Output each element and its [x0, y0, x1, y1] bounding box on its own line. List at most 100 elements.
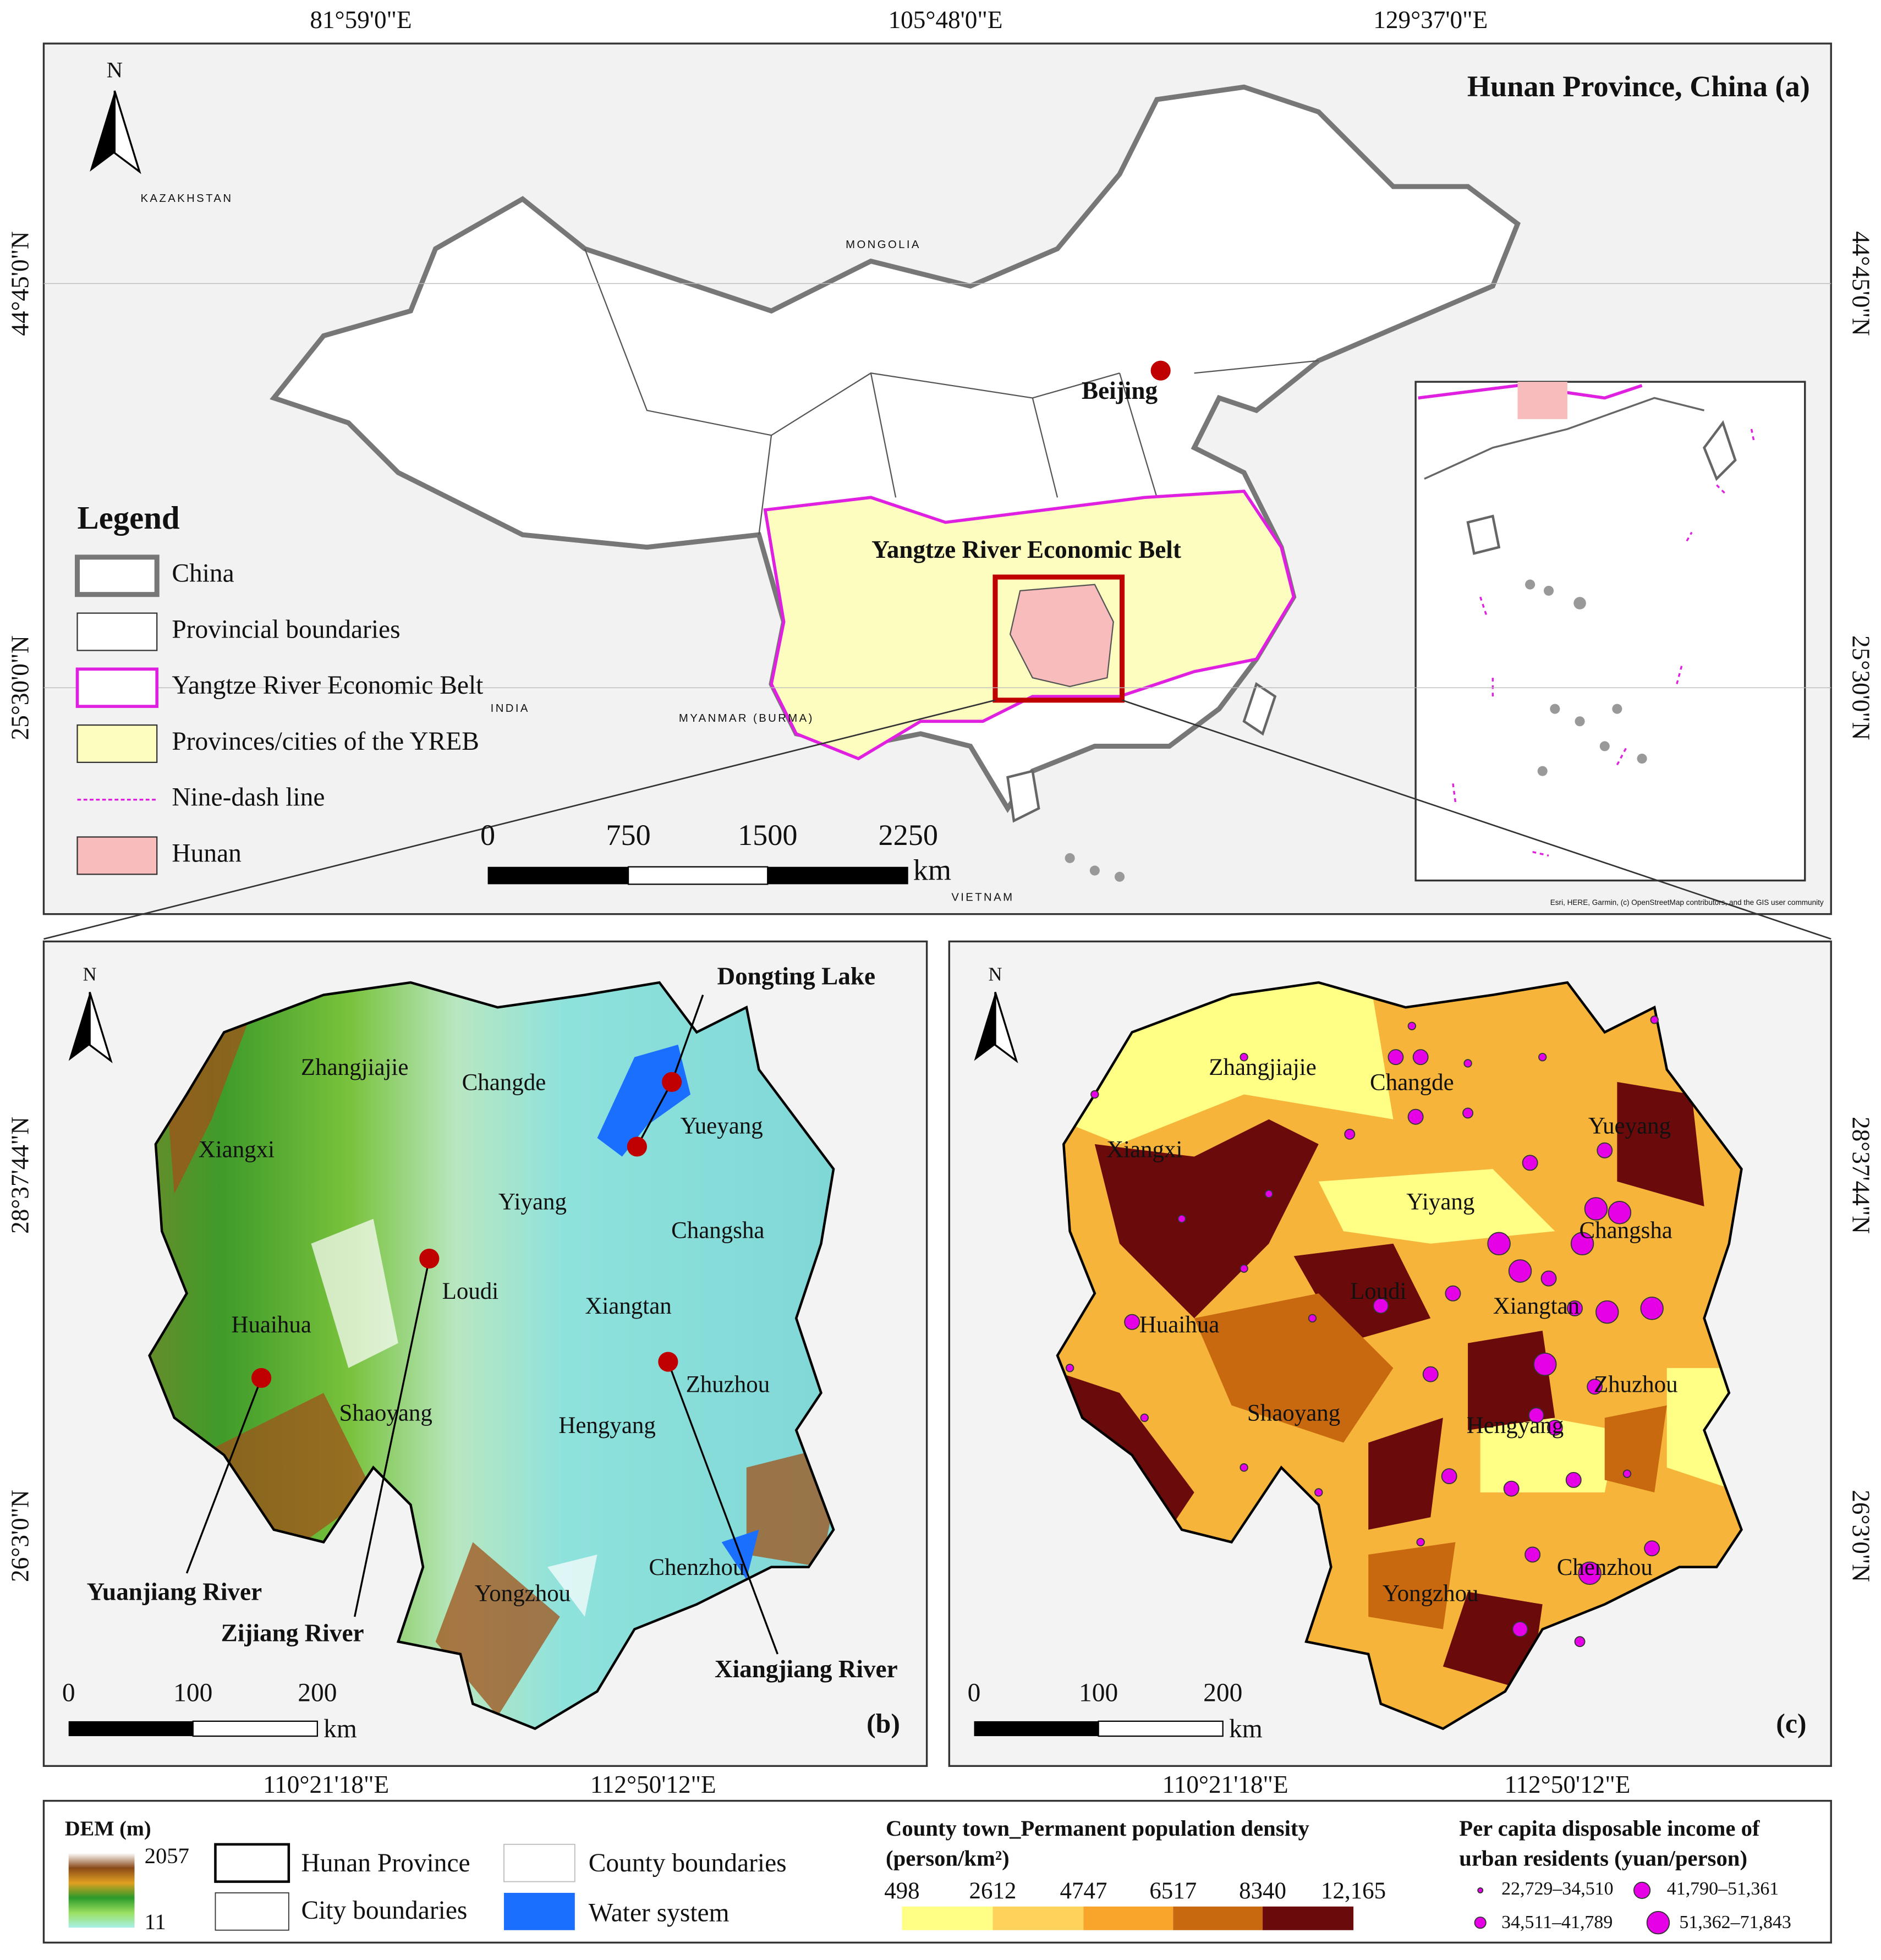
city-label: Xiangxi	[199, 1137, 275, 1162]
scale-segment	[192, 1720, 318, 1737]
north-b-arrow	[68, 992, 90, 1061]
basemap-label: KAZAKHSTAN	[140, 193, 233, 205]
basemap-label: MONGOLIA	[846, 239, 921, 251]
basemap-label: INDIA	[491, 702, 530, 715]
city-label: Huaihua	[231, 1312, 311, 1338]
city-label: Zhangjiajie	[301, 1055, 409, 1080]
north-c-label: N	[988, 964, 1002, 985]
income-symbol	[1597, 1142, 1613, 1159]
income-symbol	[1445, 1285, 1461, 1302]
income-symbol	[1570, 1232, 1594, 1256]
legend-break: 4747	[1060, 1878, 1107, 1904]
water-swatch	[503, 1892, 575, 1930]
income-symbol	[1240, 1463, 1248, 1472]
legend-title: Legend	[78, 500, 180, 536]
basemap-label: MYANMAR (BURMA)	[679, 712, 814, 724]
city-label: Chenzhou	[1557, 1555, 1653, 1580]
scale-label: 100	[173, 1678, 212, 1707]
legend-title: urban residents (yuan/person)	[1459, 1846, 1747, 1870]
city-boundary-swatch	[215, 1892, 289, 1931]
city-label: Shaoyang	[1247, 1401, 1340, 1426]
hunan-boundary-swatch	[214, 1843, 290, 1883]
income-symbol	[1522, 1155, 1538, 1171]
islands	[1065, 579, 1647, 882]
scale-label: 1500	[738, 819, 797, 852]
legend-item: 51,362–71,843	[1679, 1912, 1791, 1932]
income-symbol	[1407, 1022, 1417, 1030]
scale-label: 0	[62, 1678, 75, 1707]
legend-item: Water system	[589, 1899, 730, 1928]
scale-segment	[627, 866, 769, 885]
connector-line	[1122, 699, 1831, 940]
income-symbol	[1090, 1090, 1099, 1099]
scale-unit: km	[323, 1715, 357, 1743]
legend-break: 8340	[1239, 1878, 1286, 1904]
scale-segment	[767, 866, 908, 885]
city-label: Loudi	[1350, 1278, 1407, 1304]
latitude-label: 26°3'0"N	[6, 1490, 34, 1582]
income-symbol	[1388, 1049, 1404, 1066]
city-label: Yueyang	[680, 1113, 763, 1139]
belt-label: Yangtze River Economic Belt	[871, 536, 1181, 563]
legend-item: 34,511–41,789	[1501, 1912, 1613, 1932]
scale-unit: km	[913, 854, 951, 887]
north-a-label: N	[107, 57, 123, 82]
income-symbol	[1124, 1314, 1140, 1330]
legend-title: County town_Permanent population density	[886, 1816, 1309, 1841]
city-label: Zhuzhou	[686, 1372, 770, 1398]
city-label: Xiangtan	[1493, 1293, 1580, 1319]
city-label: Zhangjiajie	[1209, 1055, 1317, 1080]
legend-swatches	[74, 554, 160, 875]
income-symbol	[1407, 1108, 1424, 1125]
nine-dash-line	[1452, 429, 1755, 857]
hunan-area	[1009, 584, 1114, 688]
income-symbol	[1640, 1297, 1664, 1320]
leader-lines	[185, 995, 778, 1655]
city-label: Yiyang	[1406, 1189, 1474, 1215]
city-label: Yongzhou	[1383, 1580, 1479, 1606]
income-symbol	[1240, 1052, 1248, 1062]
income-symbol	[1308, 1314, 1317, 1323]
income-legend-symbols	[1474, 1881, 1670, 1935]
income-symbol	[1524, 1546, 1541, 1563]
city-label: Changde	[462, 1069, 546, 1095]
longitude-label: 110°21'18"E	[263, 1771, 389, 1798]
longitude-label: 129°37'0"E	[1373, 6, 1488, 34]
legend-value: 11	[145, 1909, 166, 1934]
longitude-label: 112°50'12"E	[1505, 1771, 1631, 1798]
legend-value: 2057	[145, 1843, 189, 1868]
legend-item: Provincial boundaries	[172, 615, 400, 644]
longitude-label: 110°21'18"E	[1162, 1771, 1288, 1798]
hunan-extent	[992, 574, 1125, 703]
city-label: Yueyang	[1588, 1113, 1671, 1139]
income-symbol	[1412, 1049, 1429, 1066]
latitude-label: 44°45'0"N	[6, 231, 34, 336]
scale-label: 750	[606, 819, 650, 852]
income-symbol	[1533, 1352, 1557, 1376]
north-c-arrow	[974, 992, 995, 1061]
north-c-arrow	[994, 992, 1018, 1063]
inset-islands	[1466, 420, 1737, 555]
feature-label: Dongting Lake	[717, 963, 875, 990]
connector-line	[43, 699, 996, 940]
income-symbol	[1565, 1472, 1582, 1488]
income-symbol	[1547, 1419, 1563, 1436]
legend-item: Yangtze River Economic Belt	[172, 671, 483, 700]
panel-label: (b)	[867, 1708, 900, 1738]
latitude-label: 28°37'44"N	[6, 1117, 34, 1234]
provincial-boundaries	[584, 248, 1319, 535]
scale-label: 200	[298, 1678, 337, 1707]
income-symbol	[1422, 1366, 1439, 1382]
north-b-arrow	[89, 992, 113, 1063]
legend-item: County boundaries	[589, 1849, 787, 1877]
legend-title: DEM (m)	[65, 1818, 151, 1841]
income-symbol	[1650, 1015, 1659, 1024]
legend-item: City boundaries	[301, 1896, 467, 1925]
county-boundary-swatch	[503, 1843, 575, 1882]
longitude-label: 81°59'0"E	[310, 6, 412, 34]
income-symbol	[1622, 1469, 1632, 1478]
city-label: Hengyang	[1467, 1413, 1564, 1439]
legend-title: (person/km²)	[886, 1846, 1010, 1870]
legend-break: 498	[884, 1878, 919, 1904]
